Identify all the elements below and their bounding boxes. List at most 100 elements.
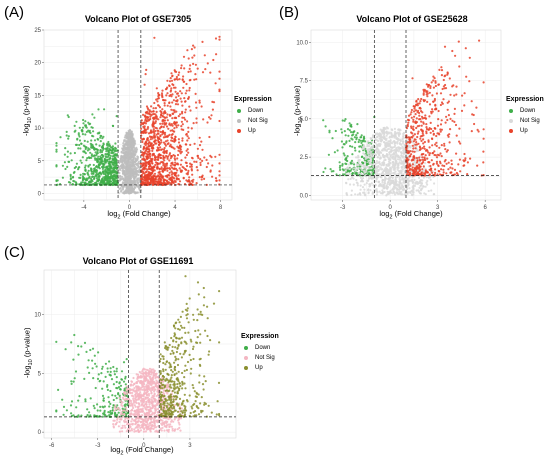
scatter-point — [107, 396, 110, 399]
scatter-point — [85, 130, 88, 133]
scatter-point — [69, 174, 72, 178]
scatter-point — [97, 155, 100, 158]
scatter-point — [90, 179, 94, 182]
scatter-point — [106, 370, 109, 373]
scatter-point — [70, 400, 74, 403]
scatter-point — [90, 181, 93, 184]
scatter-point — [91, 126, 94, 129]
scatter-point — [74, 370, 78, 373]
scatter-point — [91, 359, 94, 362]
scatter-point — [101, 144, 104, 147]
scatter-point — [69, 181, 72, 184]
scatter-point — [88, 371, 91, 374]
scatter-point — [95, 165, 98, 168]
scatter-point — [68, 160, 71, 163]
scatter-point — [105, 153, 108, 156]
scatter-point — [114, 166, 117, 170]
scatter-point — [81, 129, 84, 132]
scatter-point — [72, 171, 75, 174]
scatter-point — [109, 154, 112, 157]
scatter-point — [70, 412, 73, 415]
scatter-point — [113, 149, 116, 152]
scatter-point — [66, 165, 69, 168]
scatter-point — [81, 183, 84, 186]
scatter-point — [109, 402, 112, 405]
scatter-point — [102, 399, 105, 402]
scatter-point — [86, 157, 89, 160]
scatter-point — [80, 345, 83, 348]
scatter-point — [70, 380, 73, 383]
scatter-point — [78, 176, 81, 179]
scatter-point — [84, 133, 87, 136]
scatter-point — [88, 411, 91, 414]
scatter-point — [81, 126, 85, 129]
scatter-point — [95, 143, 98, 146]
scatter-point — [89, 167, 93, 170]
scatter-point — [94, 175, 98, 178]
scatter-point — [86, 149, 89, 152]
scatter-point — [84, 146, 88, 149]
scatter-point — [93, 157, 97, 160]
scatter-point — [99, 162, 102, 165]
scatter-point — [115, 397, 118, 400]
scatter-point — [89, 397, 92, 400]
scatter-point — [55, 410, 58, 413]
scatter-point — [79, 147, 82, 150]
scatter-point — [122, 361, 126, 364]
scatter-point — [73, 124, 76, 127]
scatter-point — [107, 140, 110, 144]
scatter-point — [91, 175, 94, 178]
scatter-point — [104, 362, 107, 365]
scatter-point — [111, 411, 114, 414]
scatter-point — [90, 156, 93, 159]
scatter-point — [103, 108, 106, 111]
scatter-point — [63, 153, 66, 156]
scatter-point — [66, 150, 69, 153]
scatter-point — [93, 354, 96, 357]
scatter-point — [97, 351, 100, 354]
scatter-point — [105, 156, 108, 159]
scatter-point — [99, 405, 102, 408]
scatter-point — [97, 108, 100, 111]
scatter-point — [115, 115, 118, 118]
scatter-point — [64, 147, 67, 150]
scatter-point — [92, 172, 95, 175]
scatter-point — [99, 134, 102, 137]
scatter-point — [85, 159, 88, 162]
scatter-point — [100, 160, 103, 163]
scatter-point — [114, 142, 117, 145]
scatter-point — [90, 146, 93, 149]
scatter-point — [77, 147, 80, 150]
scatter-point — [66, 155, 69, 158]
scatter-point — [69, 177, 72, 180]
scatter-point — [83, 139, 86, 142]
scatter-point — [121, 407, 124, 410]
scatter-point — [89, 131, 92, 134]
scatter-point — [111, 124, 114, 127]
scatter-point — [55, 142, 58, 145]
scatter-point — [101, 167, 104, 170]
scatter-point — [117, 411, 120, 414]
scatter-point — [124, 403, 127, 406]
scatter-point — [75, 162, 78, 165]
scatter-point — [124, 383, 127, 386]
scatter-point — [92, 177, 96, 181]
scatter-point — [92, 130, 95, 133]
scatter-point — [97, 373, 100, 376]
scatter-point — [115, 176, 118, 179]
scatter-point — [108, 405, 111, 408]
scatter-point — [71, 183, 74, 186]
scatter-point — [64, 348, 67, 351]
scatter-point — [115, 380, 118, 384]
scatter-point — [90, 153, 93, 156]
scatter-point — [102, 406, 105, 409]
scatter-point — [78, 143, 81, 147]
scatter-point — [81, 181, 84, 184]
scatter-point — [96, 150, 99, 153]
scatter-point — [105, 159, 108, 162]
scatter-point — [65, 134, 68, 137]
scatter-point — [83, 181, 86, 184]
scatter-point — [95, 365, 98, 368]
scatter-point — [77, 133, 80, 136]
scatter-point — [124, 375, 127, 378]
